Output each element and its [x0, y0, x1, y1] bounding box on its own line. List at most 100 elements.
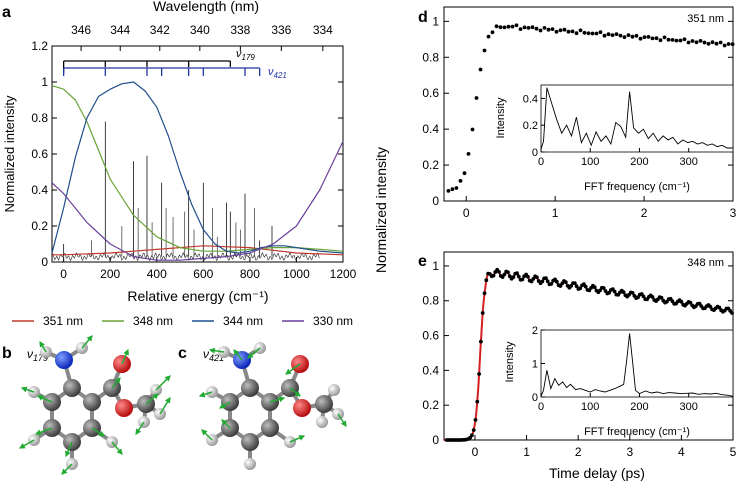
inset-x-tick-label: 200 [630, 401, 648, 413]
data-point [471, 428, 476, 432]
data-point [497, 270, 501, 274]
data-point [569, 284, 574, 288]
displacement-arrow [269, 396, 286, 403]
data-point [558, 28, 563, 33]
data-point [475, 399, 480, 404]
data-point [540, 279, 545, 284]
data-point [706, 41, 711, 46]
inset-y-tick-label: 0.4 [523, 93, 538, 105]
displacement-arrow [218, 401, 231, 409]
y-tick-label: 0.8 [422, 294, 439, 308]
data-point [606, 32, 611, 37]
atom-O2 [293, 399, 311, 417]
inset-x-tick-label: 100 [581, 401, 599, 413]
panel-d-inset-y-label: Intensity [495, 97, 507, 138]
atom-H9 [316, 416, 328, 428]
de-x-label: Time delay (ps) [549, 465, 645, 481]
atom-C3 [83, 393, 101, 411]
displacement-arrow [289, 435, 306, 443]
data-point [654, 36, 659, 41]
data-point [446, 189, 451, 193]
x-tick-label: 2 [641, 206, 648, 220]
data-point [642, 35, 647, 40]
inset-x-tick-label: 0 [538, 156, 544, 168]
data-point [562, 27, 567, 32]
data-point [516, 274, 521, 279]
data-point [498, 25, 503, 30]
inset-fft-line [540, 333, 734, 397]
displacement-arrow [201, 429, 213, 441]
y-tick-label: 0.8 [422, 50, 439, 64]
inset-y-tick-label: 0.2 [523, 120, 538, 132]
data-point [607, 290, 611, 295]
inset-x-tick-label: 100 [581, 156, 599, 168]
data-point [610, 33, 615, 37]
data-point [592, 285, 597, 290]
displacement-arrow [198, 391, 213, 398]
atom-N [55, 351, 73, 369]
panel-e-letter: e [418, 253, 427, 270]
data-point [614, 32, 619, 36]
y-tick-label: 0 [41, 255, 48, 269]
x-tick-label: 0 [60, 267, 67, 281]
y-tick-label: 0.4 [31, 183, 48, 197]
atom-C8 [315, 395, 333, 413]
displacement-arrow [121, 348, 129, 365]
displacement-arrow [233, 349, 243, 361]
x-tick-label: 5 [730, 445, 737, 459]
x-tick-label: 1 [523, 445, 530, 459]
data-point [544, 276, 548, 280]
data-point [698, 39, 703, 43]
panel-d-letter: d [418, 9, 428, 26]
x-tick-label: 0 [472, 445, 479, 459]
data-point [621, 290, 626, 294]
legend-label: 344 nm [223, 314, 263, 328]
y-tick-label: 0 [432, 433, 439, 447]
y-tick-label: 1 [432, 14, 439, 28]
data-point [510, 24, 515, 29]
inset-fft-line [540, 87, 733, 150]
data-point [586, 31, 591, 36]
data-point [550, 27, 555, 31]
data-point [462, 171, 467, 176]
molecule-c-image [198, 342, 347, 470]
x-tick-label: 3 [730, 206, 737, 220]
data-point [484, 278, 489, 283]
legend: 351 nm 348 nm 344 nm 330 nm [12, 314, 353, 328]
displacement-arrow [18, 439, 35, 449]
de-y-label: Normalized intensity [373, 147, 389, 273]
top-tick-label: 338 [230, 23, 250, 37]
data-point [518, 27, 523, 31]
data-point [490, 30, 495, 35]
inset-y-tick-label: 0 [532, 392, 538, 404]
y-tick-label: 0.2 [31, 219, 48, 233]
data-point [641, 294, 646, 299]
data-point [535, 275, 539, 280]
data-point [450, 187, 455, 192]
data-point [570, 29, 575, 34]
data-point [730, 42, 735, 47]
data-point [690, 39, 695, 43]
data-point [688, 300, 693, 305]
panel-d-wavelength: 351 nm [687, 13, 724, 25]
top-tick-label: 334 [313, 23, 333, 37]
y-tick-label: 0.2 [422, 398, 439, 412]
data-point [494, 24, 499, 29]
top-tick-label: 336 [271, 23, 291, 37]
x-tick-label: 1000 [283, 267, 310, 281]
data-point [618, 33, 623, 38]
data-point [717, 305, 722, 310]
y-tick-label: 0 [432, 194, 439, 208]
atom-O2 [115, 399, 133, 417]
data-point [674, 38, 679, 43]
displacement-arrow [159, 396, 171, 415]
data-point [578, 28, 583, 33]
inset-y-tick-label: 1 [532, 359, 538, 371]
panel-a-axes: 0 0.2 0.4 0.6 0.8 1 1.2 0 200 400 600 800 1000 1200 34… [31, 23, 356, 281]
top-tick-label: 342 [150, 23, 170, 37]
panel-d-inset-x-label: FFT frequency (cm⁻¹) [584, 181, 690, 193]
top-tick-label: 340 [190, 23, 210, 37]
data-point [480, 311, 485, 315]
data-point [630, 291, 635, 295]
